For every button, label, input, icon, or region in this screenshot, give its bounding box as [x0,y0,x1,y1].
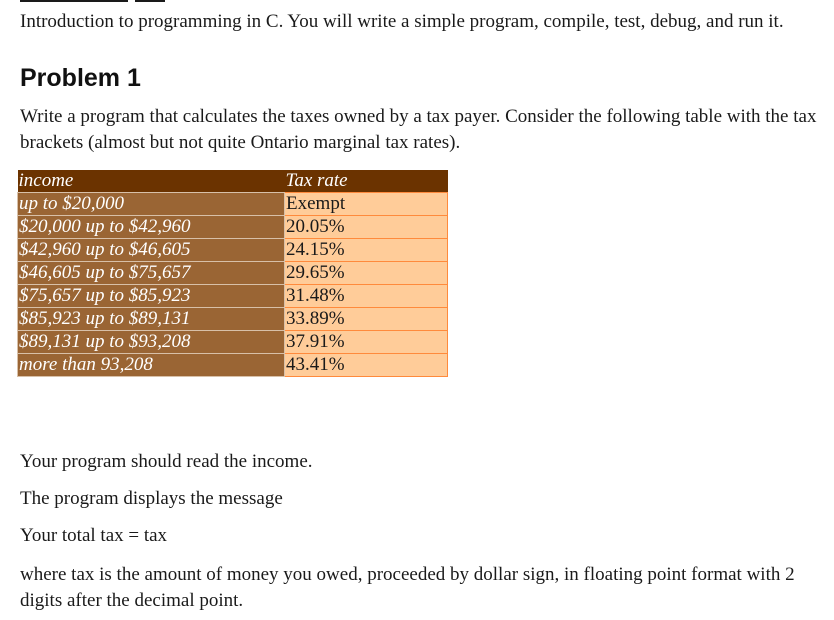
income-bracket-cell: $75,657 up to $85,923 [17,284,285,308]
tax-rate-cell: 31.48% [284,284,448,308]
read-income-instruction: Your program should read the income. [20,451,313,472]
income-bracket-cell: $85,923 up to $89,131 [17,307,285,331]
output-format-explanation: where tax is the amount of money you owe… [20,564,795,611]
income-bracket-cell: more than 93,208 [17,353,285,377]
income-bracket-cell: up to $20,000 [17,192,285,216]
income-bracket-cell: $42,960 up to $46,605 [17,238,285,262]
table-header-row: income Tax rate [17,170,448,193]
tax-bracket-table: income Tax rate up to $20,000 Exempt $20… [17,170,448,377]
table-row: $85,923 up to $89,131 33.89% [17,307,448,331]
problem-description: Write a program that calculates the taxe… [20,106,817,153]
table-row: more than 93,208 43.41% [17,353,448,377]
display-message-instruction: The program displays the message [20,488,283,509]
table-row: $46,605 up to $75,657 29.65% [17,261,448,285]
tax-rate-cell: 43.41% [284,353,448,377]
tax-rate-column-header: Tax rate [284,170,448,193]
income-bracket-cell: $46,605 up to $75,657 [17,261,285,285]
clipped-text-remnant [0,0,834,6]
intro-text: Introduction to programming in C. You wi… [20,11,784,32]
problem-title: Problem 1 [20,64,141,92]
tax-rate-cell: 33.89% [284,307,448,331]
income-bracket-cell: $20,000 up to $42,960 [17,215,285,239]
tax-rate-cell: 24.15% [284,238,448,262]
table-row: $20,000 up to $42,960 20.05% [17,215,448,239]
output-format-line: Your total tax = tax [20,525,168,546]
table-row: $75,657 up to $85,923 31.48% [17,284,448,308]
income-column-header: income [17,170,285,193]
income-bracket-cell: $89,131 up to $93,208 [17,330,285,354]
tax-rate-cell: Exempt [284,192,448,216]
table-row: $89,131 up to $93,208 37.91% [17,330,448,354]
tax-rate-cell: 20.05% [284,215,448,239]
tax-rate-cell: 37.91% [284,330,448,354]
table-row: up to $20,000 Exempt [17,192,448,216]
table-row: $42,960 up to $46,605 24.15% [17,238,448,262]
tax-rate-cell: 29.65% [284,261,448,285]
